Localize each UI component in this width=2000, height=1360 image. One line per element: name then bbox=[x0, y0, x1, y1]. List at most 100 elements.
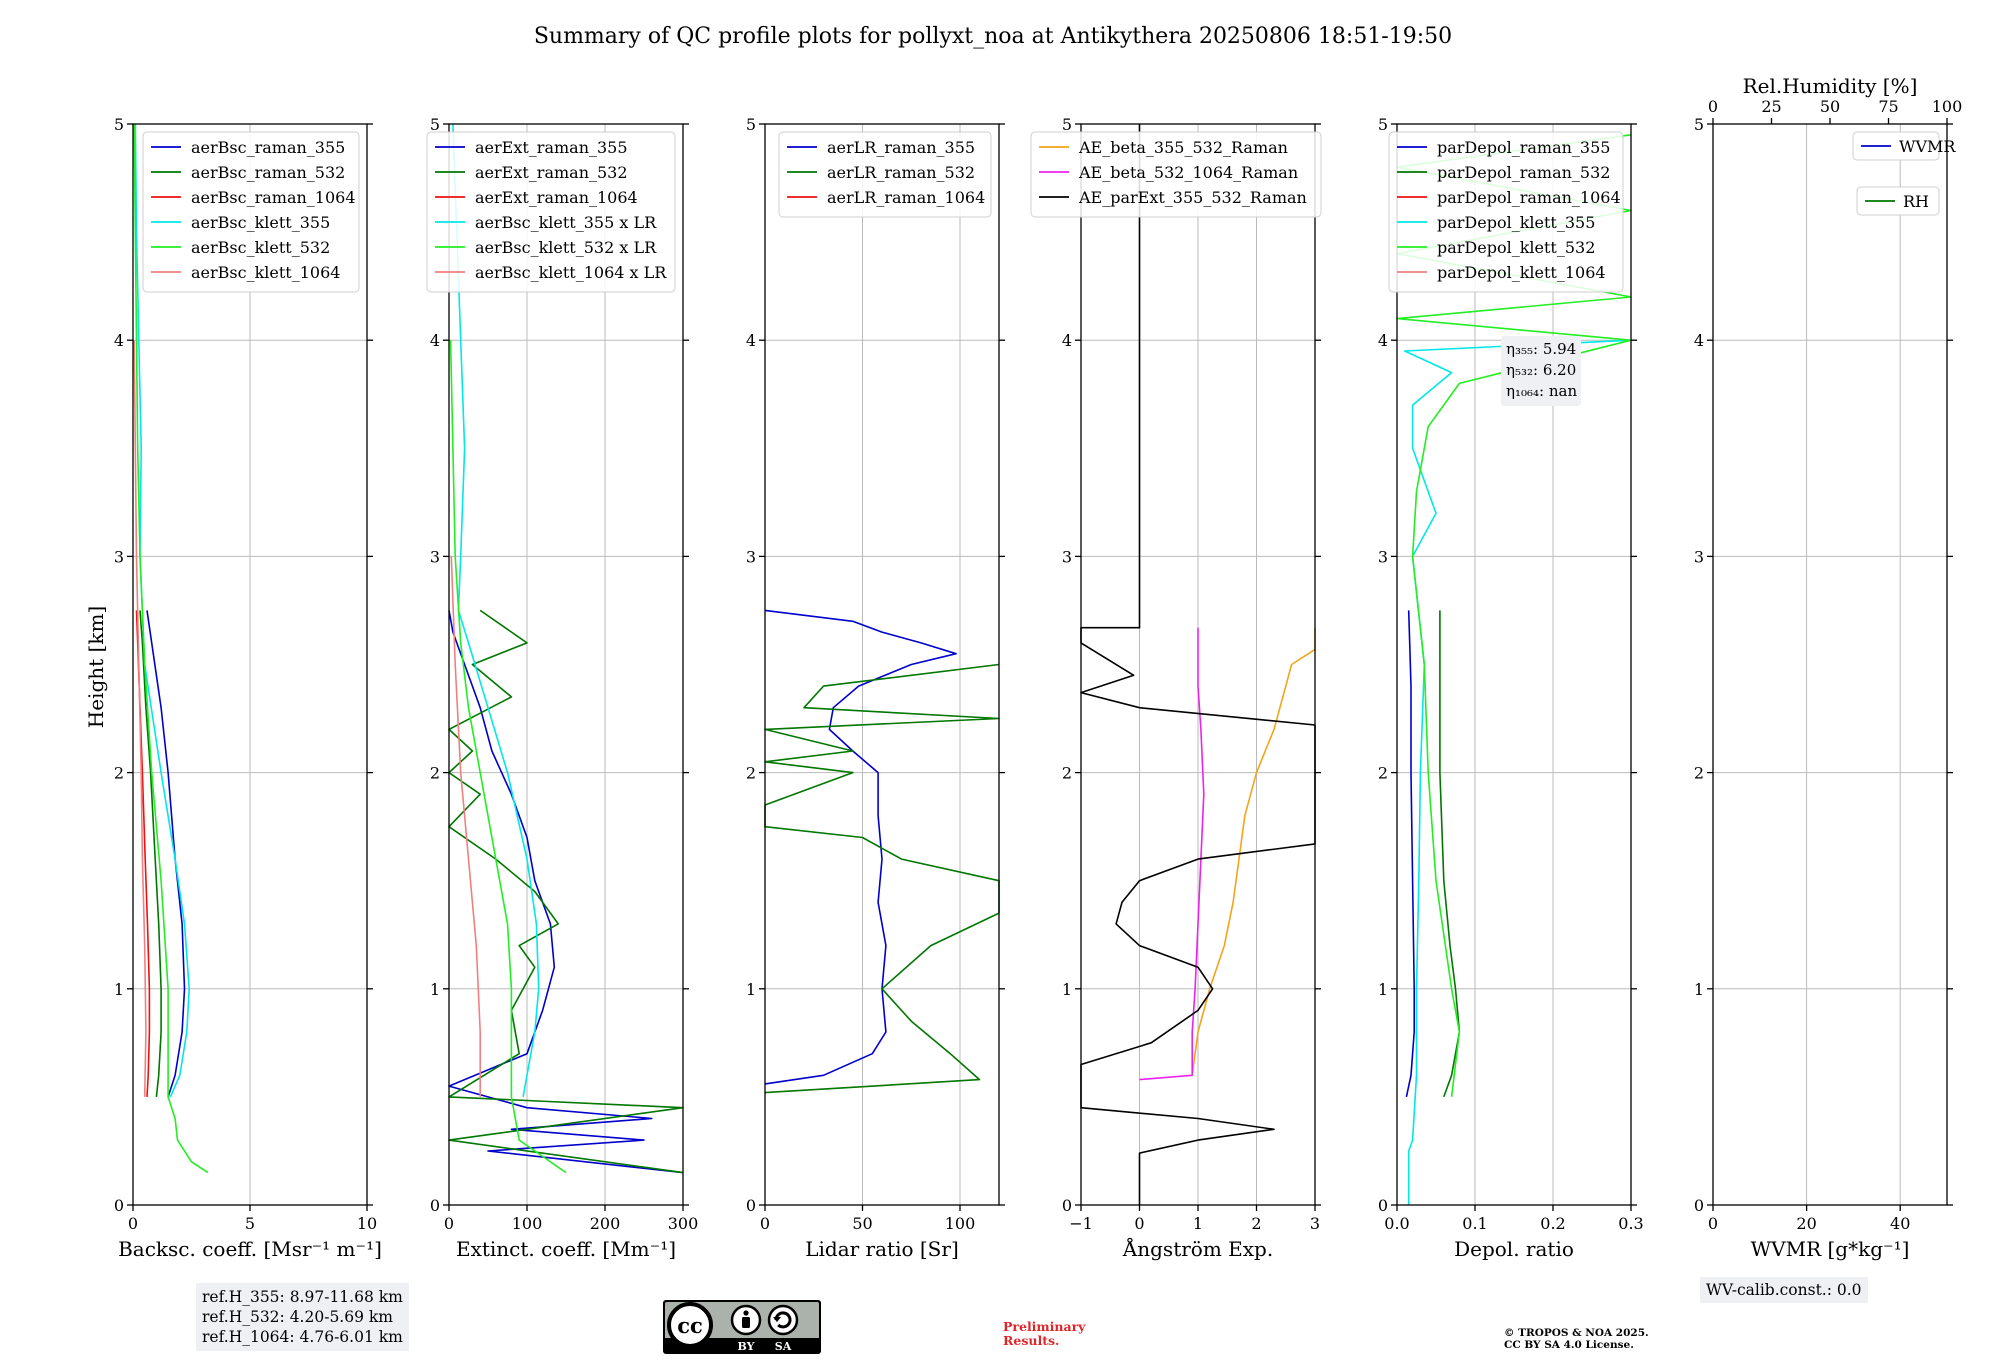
legend-label: aerBsc_raman_355 bbox=[191, 138, 345, 157]
series-line-aerbsc-raman-355 bbox=[146, 610, 186, 1098]
y-tick-label: 3 bbox=[1378, 547, 1388, 566]
x2-tick-label: 0 bbox=[1708, 97, 1718, 116]
annotation-line: η₃₅₅: 5.94 bbox=[1506, 340, 1576, 358]
series-line-aerbsc-klett-532 bbox=[133, 123, 209, 1174]
plot-frame bbox=[1712, 123, 1948, 1206]
ref-height-532: ref.H_532: 4.20-5.69 km bbox=[202, 1308, 393, 1326]
y-tick-label: 2 bbox=[1378, 764, 1388, 783]
y-tick-label: 4 bbox=[1378, 331, 1388, 350]
series-line-aerlr-raman-355 bbox=[764, 609, 957, 1085]
y-tick-label: 5 bbox=[1694, 115, 1704, 134]
y-axis-label: Height [km] bbox=[84, 606, 108, 728]
legend-label: aerBsc_klett_532 x LR bbox=[475, 238, 657, 257]
legend-label: aerExt_raman_1064 bbox=[475, 188, 638, 207]
y-tick-label: 5 bbox=[1378, 115, 1388, 134]
y-tick-label: 3 bbox=[1694, 547, 1704, 566]
x-axis-label: WVMR [g*kg⁻¹] bbox=[1751, 1237, 1910, 1261]
x2-tick-label: 50 bbox=[1820, 97, 1840, 116]
legend-label: aerBsc_klett_355 bbox=[191, 213, 330, 232]
figure-title: Summary of QC profile plots for pollyxt_… bbox=[534, 24, 1452, 49]
legend-label: aerExt_raman_355 bbox=[475, 138, 628, 157]
y-tick-label: 4 bbox=[1062, 331, 1072, 350]
plot-frame bbox=[448, 123, 684, 1206]
series-line-aerext-raman-532 bbox=[448, 609, 684, 1174]
x-tick-label: 2 bbox=[1251, 1214, 1261, 1233]
x2-tick-label: 25 bbox=[1761, 97, 1781, 116]
plot-frame bbox=[1396, 123, 1632, 1206]
x-axis-label: Lidar ratio [Sr] bbox=[805, 1237, 959, 1261]
x-tick-label: 0 bbox=[1134, 1214, 1144, 1233]
cc-by-sa-license-logo: cc BY SA bbox=[663, 1300, 821, 1354]
annotation-line: η₅₃₂: 6.20 bbox=[1506, 361, 1576, 379]
y-tick-label: 3 bbox=[430, 547, 440, 566]
x-tick-label: 5 bbox=[245, 1214, 255, 1233]
panel-5: 0 1 2 3 4 5 0.0 0.1 0.2 0.3 Depol. ratio parDepol_r… bbox=[1378, 115, 1644, 1261]
y-tick-label: 1 bbox=[1062, 980, 1072, 999]
series-line-pardepol-raman-355 bbox=[1405, 610, 1415, 1098]
legend-box bbox=[1030, 131, 1322, 218]
y-tick-label: 0 bbox=[746, 1196, 756, 1215]
y-tick-label: 0 bbox=[1694, 1196, 1704, 1215]
legend-box bbox=[1388, 131, 1624, 293]
y-tick-label: 2 bbox=[746, 764, 756, 783]
x2-tick-label: 100 bbox=[1932, 97, 1963, 116]
legend-label: aerLR_raman_355 bbox=[827, 138, 975, 157]
preliminary-note: Preliminary Results. bbox=[1003, 1320, 1085, 1348]
legend-label: aerExt_raman_532 bbox=[475, 163, 628, 182]
series-line-ae-beta-532-1064-raman bbox=[1139, 627, 1205, 1081]
legend-label: aerBsc_raman_1064 bbox=[191, 188, 356, 207]
legend-label: parDepol_raman_532 bbox=[1437, 163, 1610, 182]
y-tick-label: 4 bbox=[114, 331, 124, 350]
y-tick-label: 0 bbox=[1378, 1196, 1388, 1215]
y-tick-label: 1 bbox=[746, 980, 756, 999]
y-tick-label: 5 bbox=[746, 115, 756, 134]
series-line-aerbsc-klett-355 bbox=[134, 123, 190, 1098]
y-tick-label: 0 bbox=[114, 1196, 124, 1215]
ref-height-355: ref.H_355: 8.97-11.68 km bbox=[202, 1288, 403, 1306]
y-tick-label: 5 bbox=[430, 115, 440, 134]
x-tick-label: 100 bbox=[945, 1214, 976, 1233]
y-tick-label: 2 bbox=[1062, 764, 1072, 783]
annotation-box bbox=[1501, 336, 1581, 406]
x-axis-label: Backsc. coeff. [Msr⁻¹ m⁻¹] bbox=[118, 1237, 382, 1261]
copyright-line-2: CC BY SA 4.0 License. bbox=[1504, 1339, 1634, 1351]
y-tick-label: 3 bbox=[1062, 547, 1072, 566]
wv-calibration-constant: WV-calib.const.: 0.0 bbox=[1700, 1277, 1868, 1303]
x-tick-label: 0.3 bbox=[1618, 1214, 1643, 1233]
legend-label: WVMR bbox=[1899, 137, 1956, 156]
y-tick-label: 3 bbox=[746, 547, 756, 566]
cc-sa-label: SA bbox=[775, 1340, 792, 1353]
svg-text:cc: cc bbox=[677, 1313, 703, 1338]
y-tick-label: 1 bbox=[1694, 980, 1704, 999]
x-tick-label: 0 bbox=[444, 1214, 454, 1233]
legend-label: aerBsc_klett_355 x LR bbox=[475, 213, 657, 232]
series-line-aerbsc-raman-532 bbox=[139, 610, 162, 1097]
x2-tick-label: 75 bbox=[1878, 97, 1898, 116]
y-tick-label: 4 bbox=[1694, 331, 1704, 350]
legend-box bbox=[1856, 186, 1940, 216]
series-line-aerbsc-klett-355-x-lr bbox=[452, 123, 540, 1098]
x-tick-label: 0.2 bbox=[1540, 1214, 1565, 1233]
y-tick-label: 1 bbox=[1378, 980, 1388, 999]
x-tick-label: 0 bbox=[1708, 1214, 1718, 1233]
y-tick-label: 0 bbox=[1062, 1196, 1072, 1215]
legend-label: aerLR_raman_1064 bbox=[827, 188, 985, 207]
x-axis-label: Ångström Exp. bbox=[1122, 1236, 1273, 1261]
legend-label: AE_beta_355_532_Raman bbox=[1078, 138, 1288, 157]
preliminary-line-2: Results. bbox=[1003, 1333, 1060, 1348]
y-tick-label: 0 bbox=[430, 1196, 440, 1215]
panel-1: 0 1 2 3 4 5 0 5 10 Backsc. coeff. [Msr⁻¹ m⁻¹] aerB… bbox=[114, 115, 382, 1261]
legend-label: aerBsc_klett_532 bbox=[191, 238, 330, 257]
y-tick-label: 5 bbox=[114, 115, 124, 134]
y-tick-label: 4 bbox=[746, 331, 756, 350]
preliminary-line-1: Preliminary bbox=[1003, 1319, 1086, 1334]
reference-heights-box: ref.H_355: 8.97-11.68 km ref.H_532: 4.20… bbox=[196, 1283, 409, 1351]
x-tick-label: 0.0 bbox=[1384, 1214, 1409, 1233]
x-axis-label: Depol. ratio bbox=[1454, 1237, 1574, 1261]
legend-label: parDepol_klett_532 bbox=[1437, 238, 1595, 257]
x-tick-label: 0 bbox=[760, 1214, 770, 1233]
x2-axis-label: Rel.Humidity [%] bbox=[1743, 74, 1918, 98]
legend-box bbox=[1852, 131, 1940, 161]
